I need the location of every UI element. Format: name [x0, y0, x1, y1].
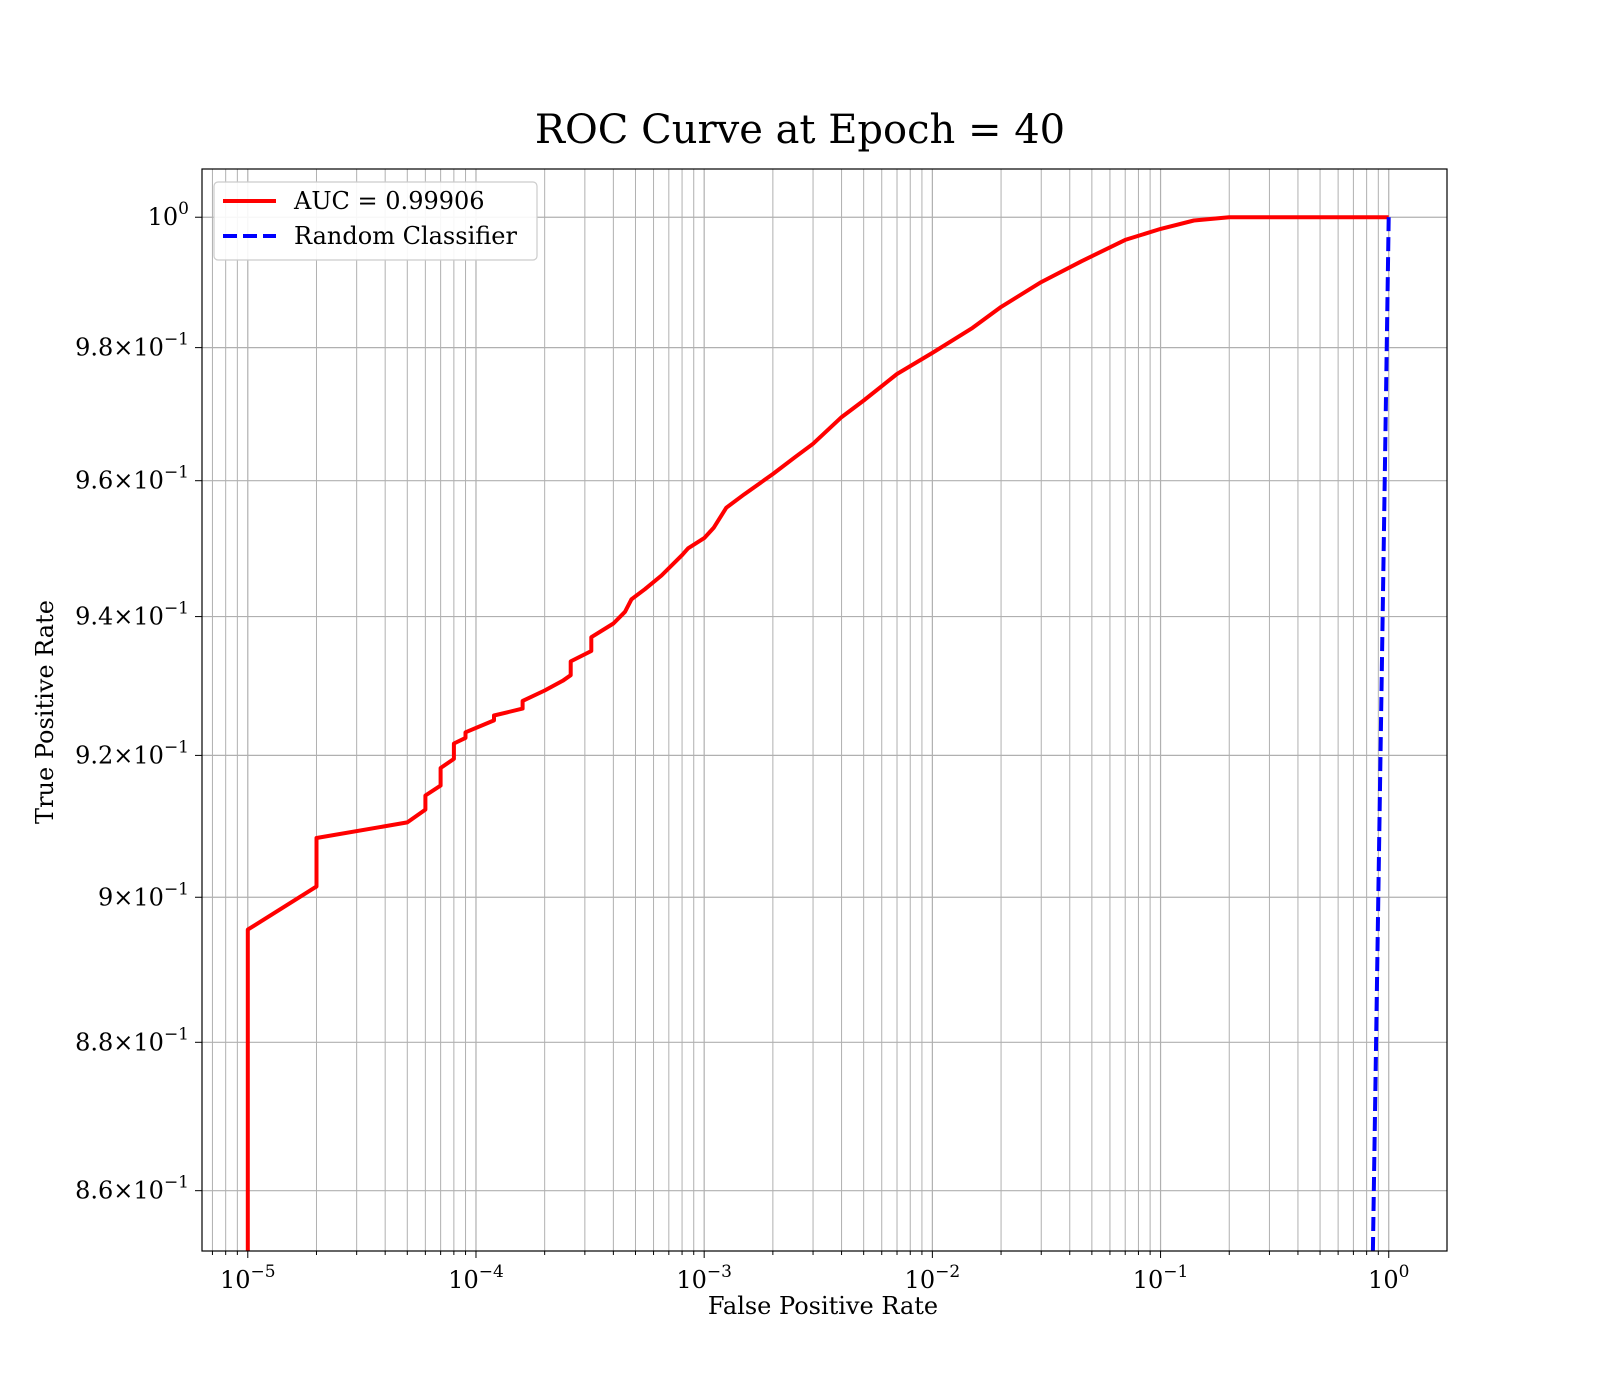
y-tick-label: 8.8×10−1 — [75, 1024, 189, 1056]
x-tick-label: 10−5 — [220, 1262, 276, 1294]
chart-title: ROC Curve at Epoch = 40 — [535, 107, 1065, 153]
y-tick-label: 8.6×10−1 — [75, 1173, 189, 1205]
legend-label-random: Random Classifier — [294, 222, 517, 250]
y-axis-ticks: 100 9.8×10−1 9.6×10−1 9.4×10−1 9.2×10−1 9×10−… — [75, 199, 189, 1204]
x-tick-label: 10−2 — [905, 1262, 961, 1294]
y-tick-label: 9.4×10−1 — [75, 599, 189, 631]
grid-lines — [195, 169, 1447, 1258]
plot-frame — [201, 168, 1448, 1252]
x-tick-label: 10−3 — [676, 1262, 732, 1294]
x-tick-label: 100 — [1368, 1262, 1409, 1294]
x-axis-label: False Positive Rate — [708, 1292, 938, 1320]
x-axis-ticks: 10−5 10−4 10−3 10−2 10−1 100 — [220, 1262, 1409, 1294]
legend: AUC = 0.99906 Random Classifier — [213, 181, 538, 261]
y-tick-label: 100 — [148, 199, 189, 231]
y-tick-label: 9.2×10−1 — [75, 737, 189, 769]
legend-box — [213, 181, 538, 261]
x-tick-label: 10−4 — [448, 1262, 504, 1294]
y-tick-label: 9×10−1 — [98, 879, 189, 911]
roc-curve-line — [245, 215, 1389, 1251]
x-tick-label: 10−1 — [1133, 1262, 1189, 1294]
y-axis-label: True Positive Rate — [31, 600, 59, 824]
series-lines — [245, 215, 1391, 1252]
y-tick-label: 9.8×10−1 — [75, 330, 189, 362]
legend-label-auc: AUC = 0.99906 — [293, 187, 485, 215]
y-tick-label: 9.6×10−1 — [75, 463, 189, 495]
random-classifier-line — [1370, 217, 1391, 1252]
